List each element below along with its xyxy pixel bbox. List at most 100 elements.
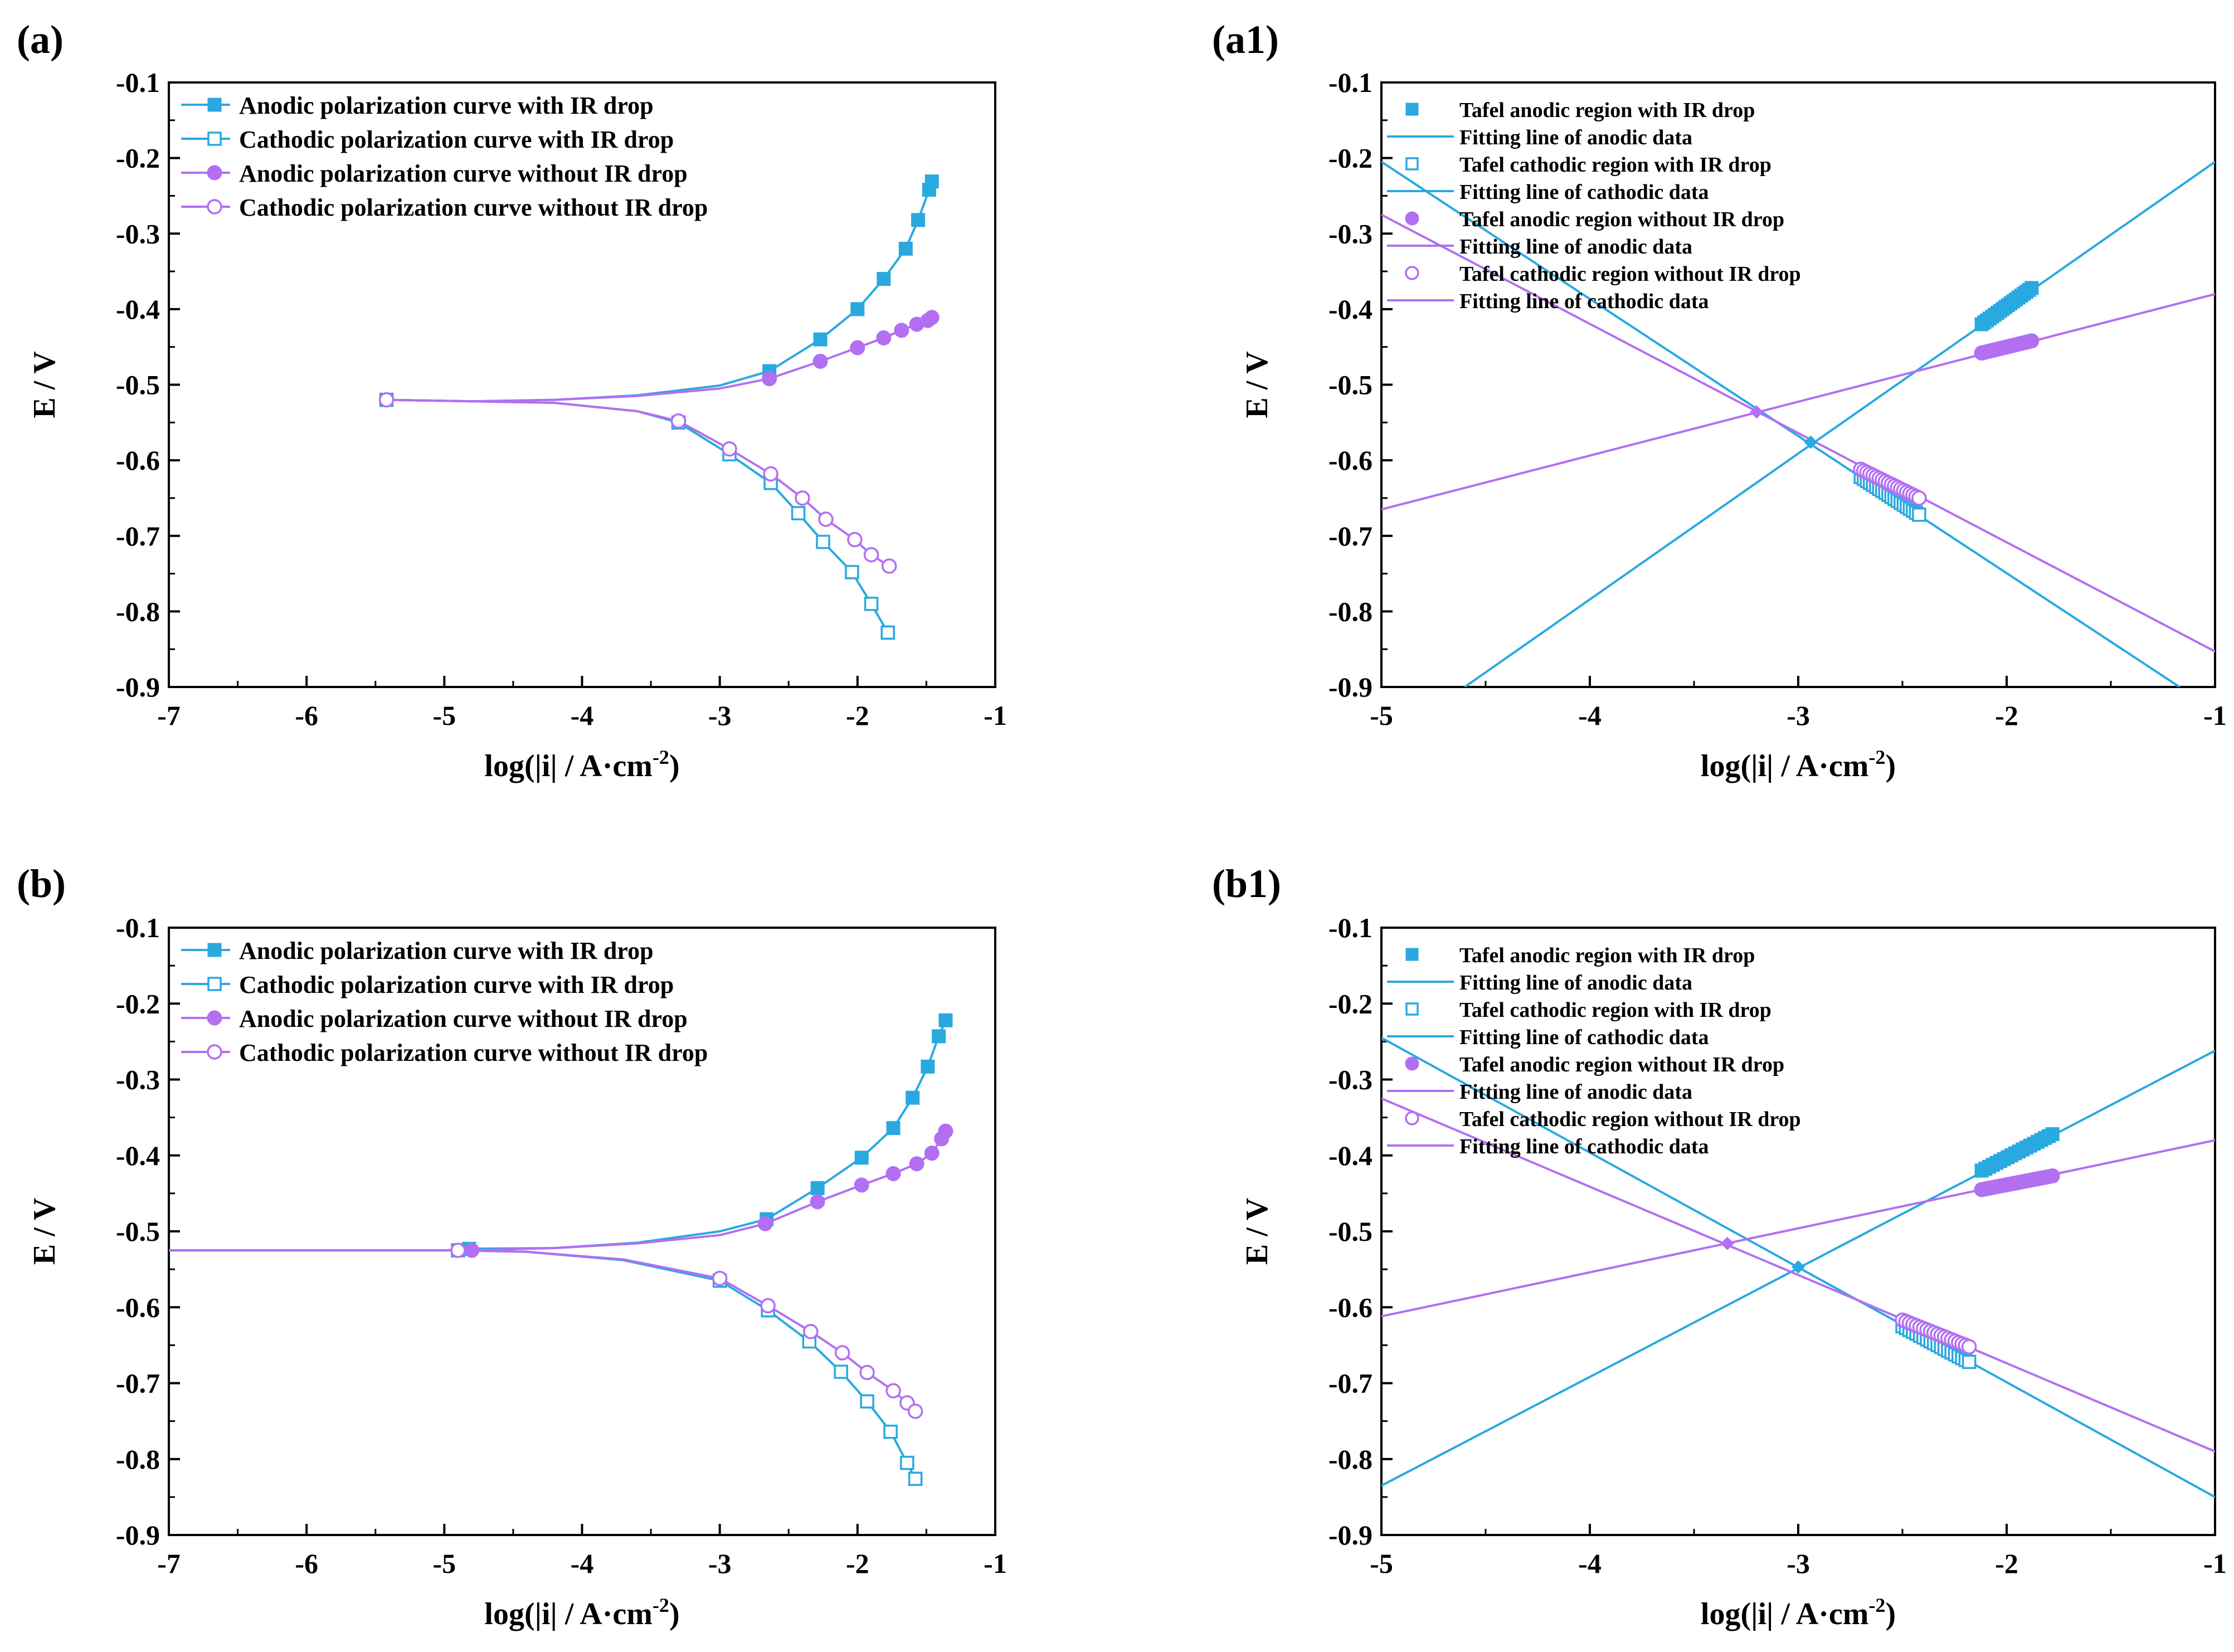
y-tick-label: -0.2 (116, 143, 160, 174)
x-tick-label: -5 (433, 1548, 456, 1579)
series-marker-3 (795, 490, 810, 506)
series-marker-0 (921, 1059, 935, 1074)
y-tick-label: -0.3 (1328, 1064, 1372, 1095)
series-line-3 (386, 398, 890, 567)
series-line-2 (169, 1130, 947, 1252)
series-marker-3 (760, 1298, 776, 1314)
y-tick-label: -0.6 (1328, 1292, 1372, 1323)
tafel-marker-0 (2045, 1127, 2060, 1142)
y-axis-label: E / V (1240, 351, 1274, 418)
y-tick-label: -0.8 (1328, 1444, 1372, 1475)
series-line-1 (169, 1249, 917, 1480)
series-marker-0 (850, 302, 865, 316)
legend-label: Tafel anodic region with IR drop (1459, 99, 1755, 122)
x-tick-label: -4 (1578, 1548, 1602, 1579)
legend-label: Cathodic polarization curve without IR d… (239, 194, 708, 221)
x-tick-label: -6 (295, 700, 318, 731)
legend-label: Tafel cathodic region with IR drop (1459, 153, 1771, 177)
series-marker-3 (450, 1242, 466, 1258)
tafel-marker-0 (2024, 281, 2039, 295)
y-tick-label: -0.5 (1328, 369, 1372, 401)
intersection-marker (1804, 435, 1818, 449)
legend-marker (1405, 1002, 1419, 1016)
x-axis-label: log(|i| / A·cm-2) (484, 1594, 679, 1631)
series-marker-3 (818, 511, 834, 527)
plot-area (169, 1013, 953, 1486)
series-marker-3 (722, 441, 737, 457)
series-marker-3 (670, 413, 687, 429)
x-tick-label: -2 (1995, 700, 2018, 731)
x-tick-label: -4 (571, 1548, 594, 1579)
legend-label: Anodic polarization curve without IR dro… (239, 1005, 688, 1032)
intersection-marker (1720, 1236, 1734, 1250)
y-tick-label: -0.2 (1328, 143, 1372, 174)
series-marker-1 (845, 565, 859, 579)
y-tick-label: -0.9 (1328, 1519, 1372, 1551)
x-tick-label: -3 (708, 700, 732, 731)
series-marker-1 (908, 1471, 923, 1486)
series-marker-1 (816, 534, 830, 549)
tafel-marker-1 (1912, 508, 1926, 522)
tafel-marker-2 (2045, 1168, 2060, 1184)
series-marker-3 (834, 1345, 850, 1361)
series-line-1 (386, 398, 889, 633)
y-tick-label: -0.8 (116, 1444, 160, 1475)
series-marker-3 (847, 532, 863, 548)
y-tick-label: -0.1 (1328, 67, 1372, 98)
series-marker-3 (803, 1324, 819, 1339)
y-tick-label: -0.8 (1328, 596, 1372, 627)
y-tick-label: -0.2 (1328, 988, 1372, 1019)
y-tick-label: -0.5 (1328, 1216, 1372, 1247)
x-tick-label: -2 (1995, 1548, 2018, 1579)
legend-label: Fitting line of anodic data (1459, 235, 1692, 259)
x-tick-label: -1 (984, 1548, 1007, 1579)
series-marker-0 (886, 1121, 901, 1136)
series-marker-0 (906, 1090, 920, 1105)
fit-line-3 (1381, 213, 2215, 653)
legend-marker (207, 977, 222, 991)
legend-label: Fitting line of cathodic data (1459, 181, 1709, 204)
y-tick-label: -0.6 (116, 445, 160, 476)
chart-b1: -5 -4 -3 -2 -1 -0.1 -0.2 -0.3 -0.4 -0.5 -0.6 -0.7 -0… (1240, 912, 2227, 1631)
series-marker-0 (854, 1151, 869, 1165)
y-tick-label: -0.1 (1328, 912, 1372, 943)
x-tick-label: -5 (1370, 1548, 1393, 1579)
y-tick-label: -0.7 (116, 1368, 160, 1399)
legend-marker (1405, 948, 1419, 961)
series-marker-2 (810, 1194, 825, 1210)
series-marker-2 (854, 1177, 869, 1193)
series-marker-3 (881, 558, 897, 574)
intersection-marker (1792, 1260, 1805, 1274)
series-marker-0 (810, 1181, 825, 1195)
legend-marker (1405, 211, 1419, 226)
tafel-marker-1 (1962, 1354, 1977, 1370)
x-tick-label: -4 (1578, 700, 1602, 731)
x-tick-label: -7 (157, 700, 181, 731)
y-tick-label: -0.5 (116, 369, 160, 401)
y-axis-label: E / V (27, 1198, 62, 1265)
series-marker-2 (762, 371, 777, 387)
fit-line-2 (1381, 293, 2215, 511)
legend-label: Fitting line of anodic data (1459, 126, 1692, 149)
y-tick-label: -0.4 (1328, 1140, 1372, 1171)
fit-line-2 (1381, 1139, 2215, 1318)
chart-a: -7 -6 -5 -4 -3 -2 -1 -0.1 -0.2 -0.3 -0.4 -0.5 -0.6 -0… (27, 67, 1007, 783)
chart-b: -7 -6 -5 -4 -3 -2 -1 -0.1 -0.2 -0.3 -0.4 -0.5 -0.6 -0… (27, 912, 1007, 1631)
x-tick-label: -3 (1787, 1548, 1810, 1579)
legend-label: Anodic polarization curve without IR dro… (239, 160, 688, 187)
series-marker-0 (932, 1029, 946, 1044)
x-tick-label: -7 (157, 1548, 181, 1579)
series-marker-3 (712, 1270, 728, 1286)
x-tick-label: -4 (571, 700, 594, 731)
y-tick-label: -0.7 (116, 520, 160, 552)
series-marker-0 (898, 241, 913, 256)
legend-label: Cathodic polarization curve with IR drop (239, 126, 674, 153)
tafel-marker-3 (1961, 1339, 1977, 1354)
y-tick-label: -0.8 (116, 596, 160, 627)
legend-label: Fitting line of anodic data (1459, 1080, 1692, 1104)
legend-label: Cathodic polarization curve with IR drop (239, 971, 674, 998)
series-marker-1 (834, 1365, 848, 1379)
y-axis-label: E / V (1240, 1198, 1274, 1265)
y-tick-label: -0.6 (116, 1292, 160, 1323)
series-marker-2 (894, 323, 909, 338)
